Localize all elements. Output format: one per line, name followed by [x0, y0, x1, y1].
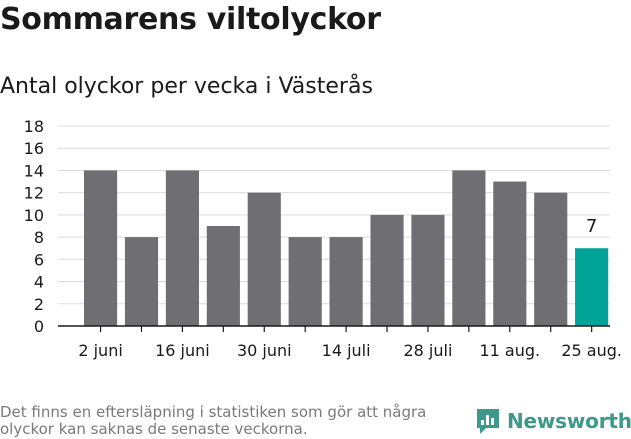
data-label: 7 — [586, 216, 597, 237]
x-tick-label: 30 juni — [237, 341, 292, 360]
y-tick-label: 6 — [34, 250, 44, 269]
brand: Newsworthy — [475, 407, 631, 435]
bar — [493, 181, 527, 326]
bar — [124, 237, 159, 326]
bar — [165, 170, 199, 326]
x-tick-label: 25 aug. — [561, 341, 622, 360]
bar — [288, 237, 322, 326]
bar — [411, 214, 445, 326]
bar — [534, 192, 568, 326]
y-tick-label: 4 — [34, 273, 44, 292]
bar — [247, 192, 281, 326]
x-tick-label: 16 juni — [155, 341, 210, 360]
x-tick-label: 11 aug. — [479, 341, 540, 360]
bar — [84, 170, 118, 326]
bar — [206, 226, 240, 326]
x-tick-label: 2 juni — [78, 341, 122, 360]
bar — [370, 214, 404, 326]
page-title: Sommarens viltolyckor — [0, 2, 381, 37]
y-tick-label: 16 — [24, 139, 44, 158]
y-tick-label: 18 — [24, 117, 44, 136]
y-tick-label: 14 — [24, 161, 44, 180]
page-subtitle: Antal olyckor per vecka i Västerås — [0, 74, 373, 99]
brand-name: Newsworthy — [507, 409, 631, 433]
x-tick-label: 28 juli — [403, 341, 452, 360]
y-tick-label: 2 — [34, 295, 44, 314]
bar — [452, 170, 486, 326]
bar — [575, 248, 609, 326]
bar — [329, 237, 363, 326]
y-tick-label: 10 — [24, 206, 44, 225]
x-tick-label: 14 juli — [322, 341, 371, 360]
y-tick-label: 12 — [24, 184, 44, 203]
bar-chart: 0 2 4 6 8 10 12 14 16 18 2 juni 16 juni 30 juni 14 ju… — [24, 117, 622, 360]
footnote: Det finns en eftersläpning i statistiken… — [0, 403, 427, 438]
y-tick-label: 8 — [34, 228, 44, 247]
y-tick-label: 0 — [34, 317, 44, 336]
newsworthy-logo-icon — [477, 409, 499, 434]
